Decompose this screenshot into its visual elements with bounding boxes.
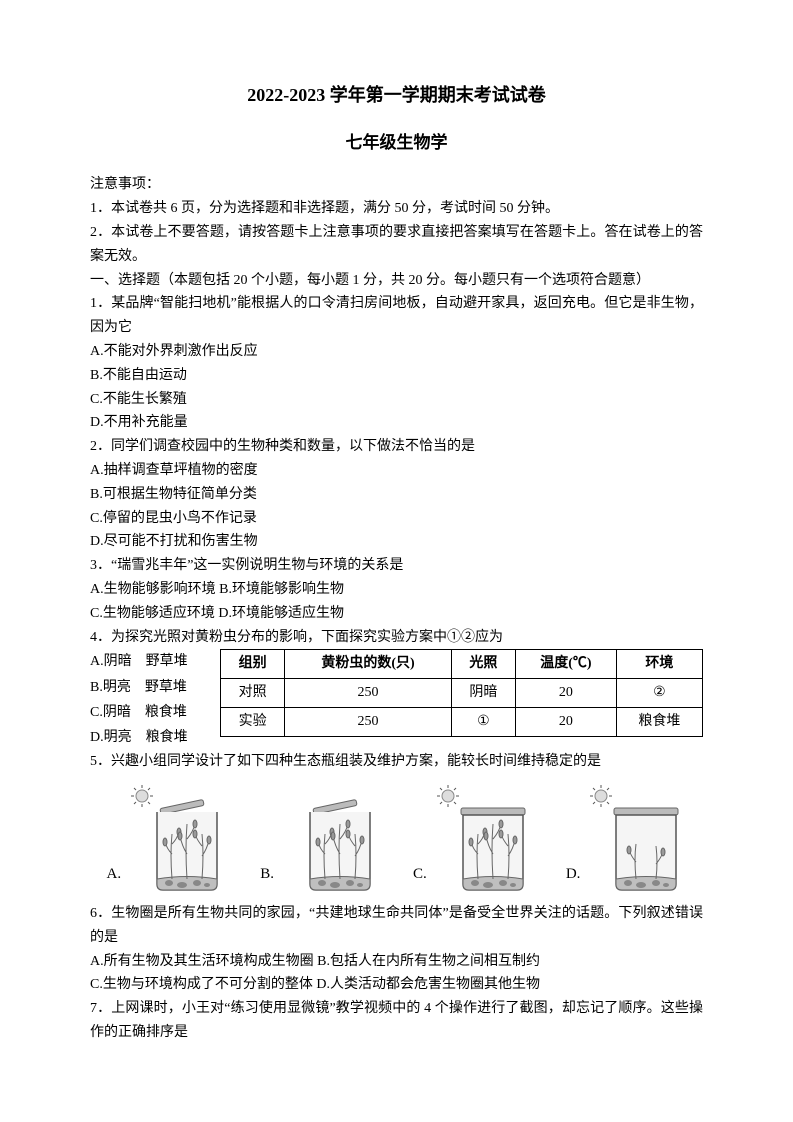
- table-cell: 对照: [221, 679, 285, 708]
- question-1-option-c: C.不能生长繁殖: [90, 388, 703, 412]
- question-4-option-a: A.阴暗 野草堆: [90, 649, 210, 674]
- question-5-stem: 5．兴趣小组同学设计了如下四种生态瓶组装及维护方案，能较长时间维持稳定的是: [90, 750, 703, 774]
- question-1-option-b: B.不能自由运动: [90, 364, 703, 388]
- table-row: 对照 250 阴暗 20 ②: [221, 679, 703, 708]
- question-4-option-c: C.阴暗 粮食堆: [90, 700, 210, 725]
- question-4-option-b: B.明亮 野草堆: [90, 675, 210, 700]
- question-2-stem: 2．同学们调查校园中的生物种类和数量，以下做法不恰当的是: [90, 435, 703, 459]
- question-4-options: A.阴暗 野草堆 B.明亮 野草堆 C.阴暗 粮食堆 D.明亮 粮食堆: [90, 649, 210, 750]
- table-header-cell: 光照: [451, 650, 515, 679]
- table-header-cell: 黄粉虫的数(只): [285, 650, 452, 679]
- question-3-option-cd: C.生物能够适应环境 D.环境能够适应生物: [90, 602, 703, 626]
- question-4-stem: 4．为探究光照对黄粉虫分布的影响，下面探究实验方案中①②应为: [90, 626, 703, 650]
- question-1-stem: 1．某品牌“智能扫地机”能根据人的口令清扫房间地板，自动避开家具，返回充电。但它…: [90, 292, 703, 340]
- question-6-option-cd: C.生物与环境构成了不可分割的整体 D.人类活动都会危害生物圈其他生物: [90, 973, 703, 997]
- jar-item-a: A.: [107, 784, 228, 894]
- jar-label: C.: [413, 862, 427, 894]
- question-2-option-a: A.抽样调查草坪植物的密度: [90, 459, 703, 483]
- question-2-option-c: C.停留的昆虫小鸟不作记录: [90, 507, 703, 531]
- notice-line-1: 1．本试卷共 6 页，分为选择题和非选择题，满分 50 分，考试时间 50 分钟…: [90, 197, 703, 221]
- table-header-row: 组别 黄粉虫的数(只) 光照 温度(℃) 环境: [221, 650, 703, 679]
- question-1-option-d: D.不用补充能量: [90, 411, 703, 435]
- table-cell: 20: [516, 708, 617, 737]
- jar-label: B.: [260, 862, 274, 894]
- jar-label: D.: [566, 862, 581, 894]
- question-3-option-ab: A.生物能够影响环境 B.环境能够影响生物: [90, 578, 703, 602]
- table-row: 实验 250 ① 20 粮食堆: [221, 708, 703, 737]
- question-5-figure-row: A. B.: [90, 780, 703, 898]
- question-6-stem: 6．生物圈是所有生物共同的家园，“共建地球生命共同体”是备受全世界关注的话题。下…: [90, 902, 703, 950]
- table-cell: 粮食堆: [616, 708, 702, 737]
- jar-c-icon: [433, 784, 533, 894]
- question-4-body: A.阴暗 野草堆 B.明亮 野草堆 C.阴暗 粮食堆 D.明亮 粮食堆 组别 黄…: [90, 649, 703, 750]
- question-4-option-d: D.明亮 粮食堆: [90, 725, 210, 750]
- question-3-stem: 3．“瑞雪兆丰年”这一实例说明生物与环境的关系是: [90, 554, 703, 578]
- notice-header: 注意事项：: [90, 173, 703, 197]
- question-6-option-ab: A.所有生物及其生活环境构成生物圈 B.包括人在内所有生物之间相互制约: [90, 950, 703, 974]
- question-4-table-wrap: 组别 黄粉虫的数(只) 光照 温度(℃) 环境 对照 250 阴暗 20 ② 实…: [220, 649, 703, 736]
- jar-item-b: B.: [260, 784, 380, 894]
- notice-line-2: 2．本试卷上不要答题，请按答题卡上注意事项的要求直接把答案填写在答题卡上。答在试…: [90, 221, 703, 269]
- jar-d-icon: [586, 784, 686, 894]
- question-1-option-a: A.不能对外界刺激作出反应: [90, 340, 703, 364]
- table-cell: 250: [285, 708, 452, 737]
- exam-title-main: 2022-2023 学年第一学期期末考试试卷: [90, 80, 703, 111]
- table-cell: 阴暗: [451, 679, 515, 708]
- table-header-cell: 组别: [221, 650, 285, 679]
- jar-item-d: D.: [566, 784, 687, 894]
- question-4-table: 组别 黄粉虫的数(只) 光照 温度(℃) 环境 对照 250 阴暗 20 ② 实…: [220, 649, 703, 736]
- table-cell: ②: [616, 679, 702, 708]
- jar-b-icon: [280, 784, 380, 894]
- section-1-header: 一、选择题（本题包括 20 个小题，每小题 1 分，共 20 分。每小题只有一个…: [90, 269, 703, 293]
- jar-label: A.: [107, 862, 122, 894]
- question-2-option-b: B.可根据生物特征简单分类: [90, 483, 703, 507]
- table-cell: 20: [516, 679, 617, 708]
- table-header-cell: 环境: [616, 650, 702, 679]
- jar-a-icon: [127, 784, 227, 894]
- table-header-cell: 温度(℃): [516, 650, 617, 679]
- question-7-stem: 7．上网课时，小王对“练习使用显微镜”教学视频中的 4 个操作进行了截图，却忘记…: [90, 997, 703, 1045]
- table-cell: 250: [285, 679, 452, 708]
- jar-item-c: C.: [413, 784, 533, 894]
- table-cell: ①: [451, 708, 515, 737]
- table-cell: 实验: [221, 708, 285, 737]
- question-2-option-d: D.尽可能不打扰和伤害生物: [90, 530, 703, 554]
- exam-title-sub: 七年级生物学: [90, 129, 703, 158]
